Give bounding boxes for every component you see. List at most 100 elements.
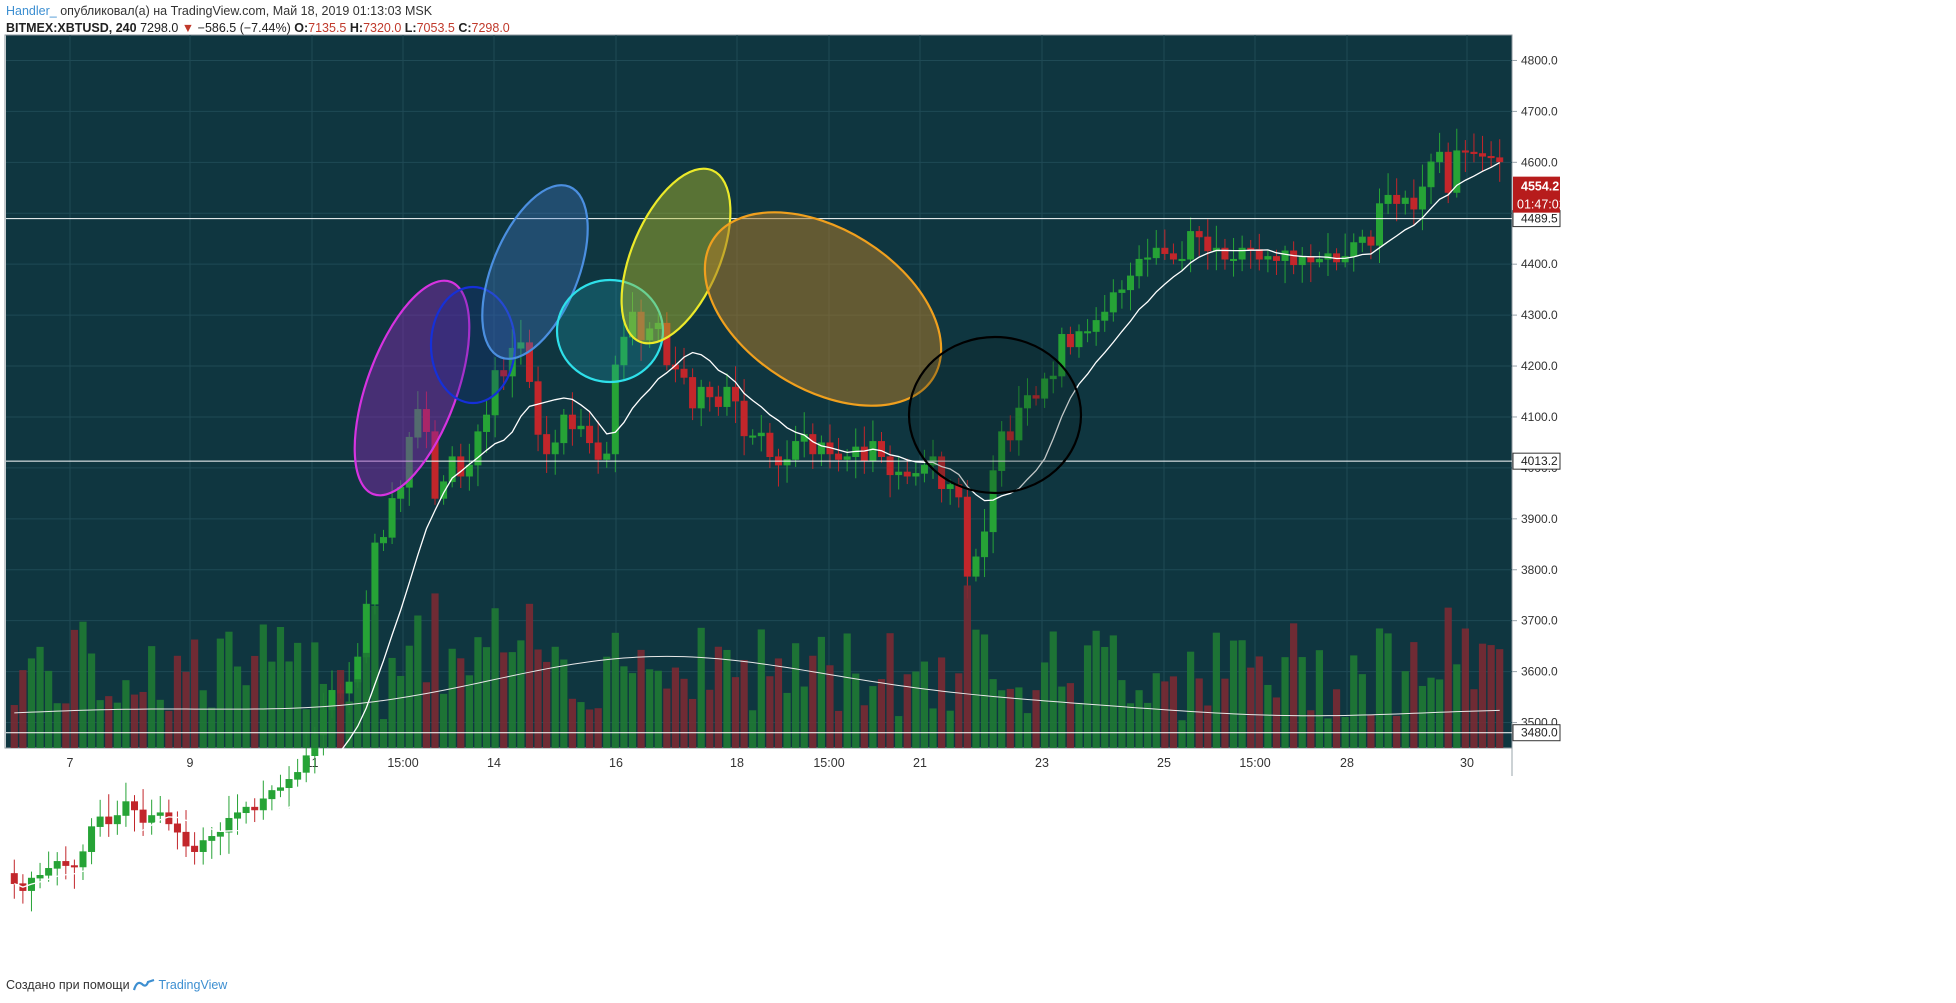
footer-credit: Создано при помощи TradingView — [6, 978, 227, 992]
candle-body — [345, 681, 353, 694]
annotation-ellipse-black — [907, 335, 1083, 495]
volume-bar — [611, 632, 619, 748]
chart-header-ohlc: BITMEX:XBTUSD, 240 7298.0 ▼ −586.5 (−7.4… — [6, 21, 510, 35]
countdown-label: 01:47:02 — [1517, 198, 1566, 212]
candle-body — [1376, 203, 1384, 246]
volume-bar — [560, 659, 568, 748]
x-tick-label: 16 — [609, 756, 623, 770]
candle-body — [1238, 247, 1246, 260]
volume-bar — [1247, 667, 1255, 748]
volume-bar — [53, 703, 61, 748]
volume-bar — [19, 670, 27, 748]
candle-body — [766, 432, 774, 458]
candle-body — [663, 322, 671, 366]
candle-body — [1470, 151, 1478, 154]
volume-bar — [1264, 684, 1272, 748]
volume-bar — [980, 634, 989, 748]
candle-body — [440, 481, 448, 499]
volume-bar — [345, 701, 353, 748]
volume-bar — [1367, 714, 1375, 748]
annotation-ellipse-blue — [429, 285, 517, 405]
volume-bar — [1393, 715, 1401, 748]
volume-bar — [1358, 674, 1366, 748]
candle-body — [405, 436, 413, 488]
candle-body — [869, 441, 877, 462]
volume-bar — [955, 673, 963, 748]
candle-body — [1324, 253, 1332, 260]
candle-body — [1255, 249, 1263, 260]
candle-body — [242, 806, 250, 814]
volume-bar — [972, 629, 980, 748]
candle-body — [525, 342, 533, 382]
volume-bar — [242, 685, 250, 748]
candle-body — [1144, 257, 1152, 260]
author-link[interactable]: Handler_ — [6, 4, 57, 18]
volume-bar — [1375, 628, 1384, 748]
volume-bar — [1461, 628, 1469, 748]
volume-bar — [1195, 678, 1203, 748]
footer-brand-link[interactable]: TradingView — [158, 978, 228, 992]
volume-bar — [920, 661, 929, 748]
candle-body — [637, 311, 645, 341]
candle-body — [1084, 331, 1092, 334]
volume-bar — [276, 626, 285, 748]
candle-body — [268, 790, 276, 800]
down-arrow-icon: ▼ — [181, 21, 195, 35]
volume-bar — [869, 686, 877, 748]
candle-body — [1195, 231, 1203, 238]
candle-body — [646, 328, 654, 341]
y-tick-label: 3900.0 — [1521, 512, 1558, 526]
published-text: опубликовал(а) на TradingView.com, Май 1… — [60, 4, 433, 18]
volume-bar — [603, 656, 611, 748]
volume-bar — [414, 615, 422, 748]
candle-body — [689, 377, 697, 409]
candle-body — [551, 442, 559, 455]
volume-bar — [637, 649, 645, 748]
volume-bar — [1135, 690, 1143, 748]
candle-body — [1152, 247, 1160, 259]
low-value: 7053.5 — [416, 21, 455, 35]
candle-body — [534, 381, 542, 435]
volume-bar — [431, 593, 439, 748]
candle-body — [1436, 151, 1444, 163]
volume-bar — [697, 627, 705, 748]
annotation-ellipse-steelblue — [481, 184, 589, 360]
volume-bar — [1332, 689, 1341, 748]
candle-body — [792, 441, 800, 460]
volume-bar — [336, 670, 345, 748]
volume-bar — [27, 658, 36, 748]
candle-body — [877, 441, 885, 458]
candle-body — [208, 836, 216, 841]
volume-bar — [1384, 633, 1392, 748]
candle-body — [131, 801, 139, 811]
volume-bar — [233, 666, 242, 748]
candle-body — [1204, 236, 1212, 252]
volume-bar — [70, 629, 78, 748]
candle-body — [946, 484, 954, 489]
candle-body — [182, 831, 190, 847]
price-axis-background — [1512, 35, 1562, 776]
volume-bar — [1075, 702, 1083, 748]
candle-body — [611, 364, 619, 455]
candle-body — [88, 826, 96, 852]
volume-bar — [62, 703, 70, 748]
volume-bar — [774, 658, 783, 748]
volume-bar — [912, 671, 920, 748]
volume-bar — [1049, 631, 1057, 748]
volume-bar — [1187, 651, 1195, 748]
volume-bar — [1109, 635, 1117, 748]
volume-bar — [680, 678, 688, 748]
volume-bar — [1478, 643, 1487, 748]
candle-body — [1049, 375, 1057, 380]
candle-body — [1290, 250, 1298, 266]
candle-body — [285, 779, 293, 788]
candle-body — [620, 336, 628, 366]
level-price-badge — [1512, 452, 1561, 470]
y-tick-label: 4800.0 — [1521, 53, 1558, 67]
candle-body — [36, 875, 44, 879]
volume-bar — [319, 683, 327, 748]
candle-body — [216, 831, 224, 837]
volume-bar — [895, 716, 903, 748]
x-tick-label: 18 — [730, 756, 744, 770]
